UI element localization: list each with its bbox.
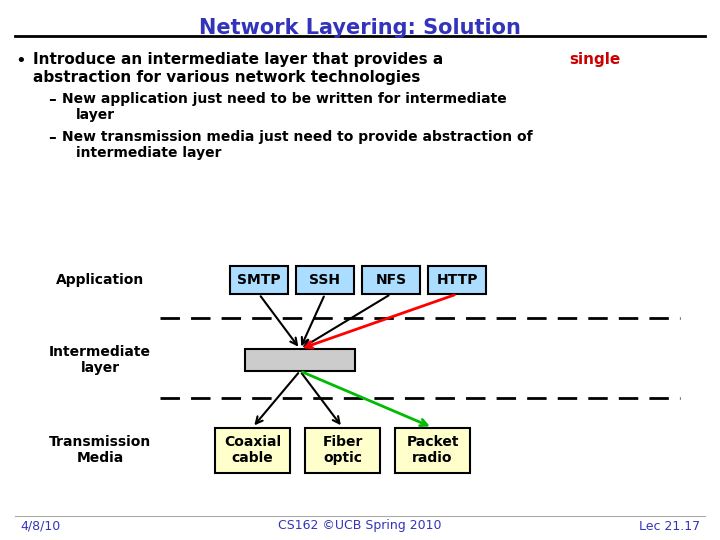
Text: Introduce an intermediate layer that provides a: Introduce an intermediate layer that pro… [33, 52, 449, 67]
Text: NFS: NFS [375, 273, 407, 287]
Text: Packet
radio: Packet radio [406, 435, 459, 465]
Text: •: • [15, 52, 26, 70]
Text: New transmission media just need to provide abstraction of: New transmission media just need to prov… [62, 130, 533, 144]
Text: –: – [48, 130, 55, 145]
FancyBboxPatch shape [296, 266, 354, 294]
Text: SMTP: SMTP [237, 273, 281, 287]
Text: SSH: SSH [310, 273, 341, 287]
Text: layer: layer [76, 108, 115, 122]
Text: Coaxial
cable: Coaxial cable [224, 435, 281, 465]
FancyBboxPatch shape [305, 428, 380, 472]
Text: –: – [48, 92, 55, 107]
Text: single: single [569, 52, 621, 67]
Text: Lec 21.17: Lec 21.17 [639, 519, 700, 532]
Text: New application just need to be written for intermediate: New application just need to be written … [62, 92, 507, 106]
FancyBboxPatch shape [230, 266, 288, 294]
Text: Network Layering: Solution: Network Layering: Solution [199, 18, 521, 38]
Text: Application: Application [56, 273, 144, 287]
FancyBboxPatch shape [395, 428, 470, 472]
FancyBboxPatch shape [362, 266, 420, 294]
Text: CS162 ©UCB Spring 2010: CS162 ©UCB Spring 2010 [278, 519, 442, 532]
FancyBboxPatch shape [428, 266, 486, 294]
Text: Transmission
Media: Transmission Media [49, 435, 151, 465]
Text: 4/8/10: 4/8/10 [20, 519, 60, 532]
Text: HTTP: HTTP [436, 273, 478, 287]
Text: intermediate layer: intermediate layer [76, 146, 222, 160]
Text: abstraction for various network technologies: abstraction for various network technolo… [33, 70, 420, 85]
FancyBboxPatch shape [215, 428, 290, 472]
Text: Fiber
optic: Fiber optic [323, 435, 363, 465]
FancyBboxPatch shape [245, 349, 355, 371]
Text: Intermediate
layer: Intermediate layer [49, 345, 151, 375]
